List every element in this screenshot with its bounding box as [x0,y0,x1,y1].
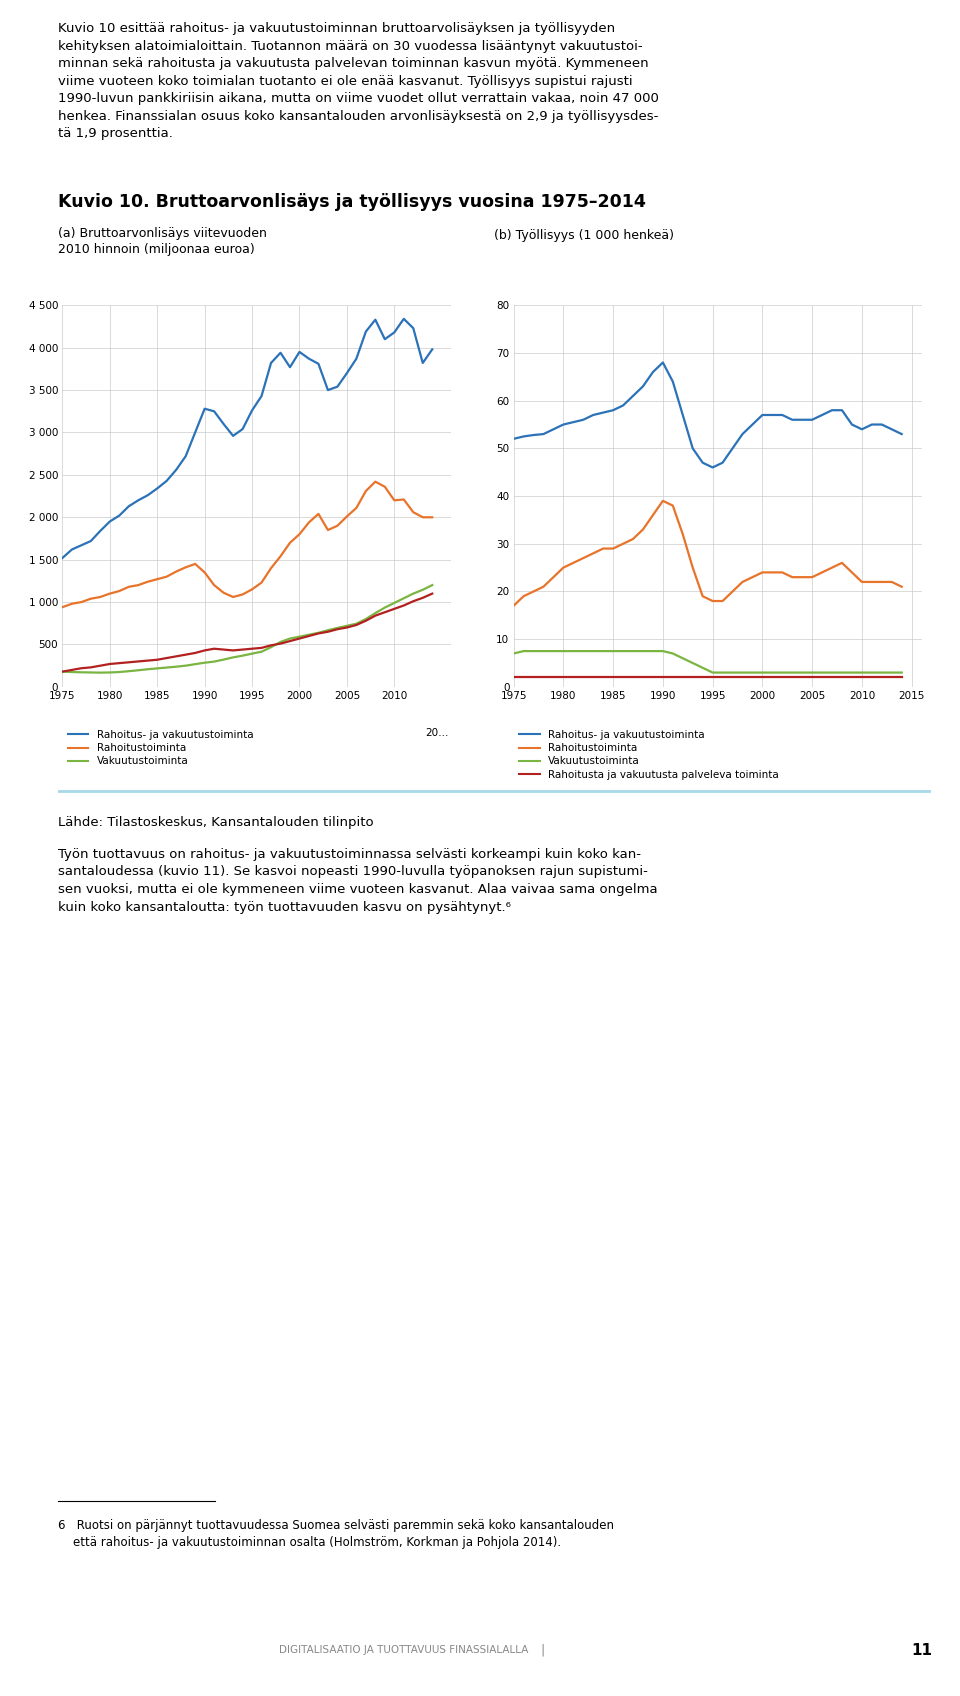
Text: |: | [540,1643,544,1657]
Text: 20…: 20… [425,728,448,738]
Text: Kuvio 10 esittää rahoitus- ja vakuutustoiminnan bruttoarvolisäyksen ja työllisyy: Kuvio 10 esittää rahoitus- ja vakuutusto… [58,22,659,141]
Text: 11: 11 [911,1643,932,1657]
Legend: Rahoitus- ja vakuutustoiminta, Rahoitustoiminta, Vakuutustoiminta: Rahoitus- ja vakuutustoiminta, Rahoitust… [67,731,253,767]
Text: (a) Bruttoarvonlisäys viitevuoden
2010 hinnoin (miljoonaa euroa): (a) Bruttoarvonlisäys viitevuoden 2010 h… [58,227,267,256]
Text: Työn tuottavuus on rahoitus- ja vakuutustoiminnassa selvästi korkeampi kuin koko: Työn tuottavuus on rahoitus- ja vakuutus… [58,848,658,914]
Text: (b) Työllisyys (1 000 henkeä): (b) Työllisyys (1 000 henkeä) [494,229,675,243]
Text: DIGITALISAATIO JA TUOTTAVUUS FINASSIALALLA: DIGITALISAATIO JA TUOTTAVUUS FINASSIALAL… [278,1645,528,1655]
Text: Kuvio 10. Bruttoarvonlisäys ja työllisyys vuosina 1975–2014: Kuvio 10. Bruttoarvonlisäys ja työllisyy… [58,193,645,210]
Text: Lähde: Tilastoskeskus, Kansantalouden tilinpito: Lähde: Tilastoskeskus, Kansantalouden ti… [58,816,373,829]
Legend: Rahoitus- ja vakuutustoiminta, Rahoitustoiminta, Vakuutustoiminta, Rahoitusta ja: Rahoitus- ja vakuutustoiminta, Rahoitust… [518,731,779,780]
Text: 6   Ruotsi on pärjännyt tuottavuudessa Suomea selvästi paremmin sekä koko kansan: 6 Ruotsi on pärjännyt tuottavuudessa Suo… [58,1520,613,1548]
